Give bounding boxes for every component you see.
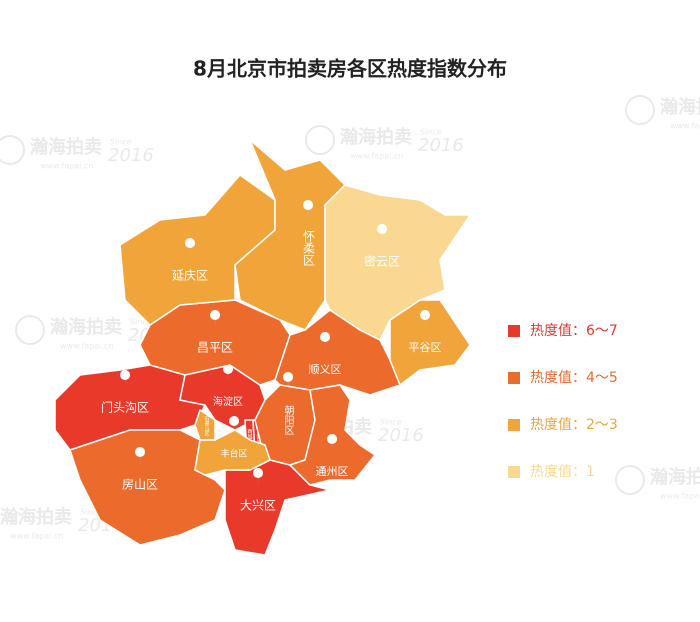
legend: 热度值：6～7 热度值：4～5 热度值：2～3 热度值：1 <box>508 323 618 480</box>
watermark-brand: 瀚海拍卖 <box>650 466 700 488</box>
district-label: 大兴区 <box>240 499 276 513</box>
watermark-logo <box>305 125 335 155</box>
legend-label: 热度值：1 <box>530 464 595 480</box>
watermark-brand: 瀚海拍卖 <box>30 136 102 158</box>
pin <box>420 310 431 329</box>
district-label: 顺义区 <box>309 363 342 376</box>
district <box>194 429 271 476</box>
watermark-since: Since <box>130 318 152 327</box>
district-label: 怀柔区 <box>302 230 316 266</box>
district-label: 通州区 <box>316 465 349 478</box>
district <box>234 139 347 331</box>
pin <box>303 200 314 219</box>
district-label: 门头沟区 <box>101 400 149 415</box>
district-label: 平谷区 <box>409 341 442 354</box>
district-label: 朝阳区 <box>282 405 294 435</box>
title: 8月北京市拍卖房各区热度指数分布 <box>193 57 507 81</box>
district-label: 延庆区 <box>172 269 208 283</box>
district-label: 海淀区 <box>213 395 243 408</box>
legend-swatch <box>508 372 520 384</box>
pin <box>223 364 234 383</box>
district <box>389 299 471 387</box>
district-label: 石景山区 <box>204 416 210 436</box>
legend-swatch <box>508 325 520 337</box>
watermark-brand: 瀚海拍卖 <box>0 506 72 528</box>
pin <box>229 416 240 435</box>
district-label: 昌平区 <box>197 341 233 355</box>
watermark-url: www.fapai.cn <box>670 122 700 131</box>
watermark-url: www.fapai.cn <box>660 492 700 501</box>
pin <box>320 332 331 351</box>
district-label: 密云区 <box>364 254 400 269</box>
watermark-url: www.fapai.cn <box>40 162 93 171</box>
watermark-url: www.fapai.cn <box>10 532 63 541</box>
pin <box>283 372 294 391</box>
watermark-brand: 瀚海拍卖 <box>660 96 700 118</box>
watermark-brand: 瀚海拍卖 <box>340 126 412 148</box>
district <box>69 429 226 546</box>
district-label: 房山区 <box>122 477 158 492</box>
pin <box>253 468 264 487</box>
pin <box>210 310 221 329</box>
watermark-since: Since <box>110 138 132 147</box>
district <box>194 408 216 441</box>
watermark-logo <box>15 315 45 345</box>
pin <box>120 370 131 389</box>
map: 门头沟区海淀区大兴区西城区东城区昌平区顺义区房山区朝阳区通州区延庆区怀柔区平谷区… <box>54 139 472 556</box>
watermark-logo <box>0 135 25 165</box>
watermark-brand: 瀚海拍卖 <box>50 316 122 338</box>
district-label: 丰台区 <box>220 448 247 460</box>
district-label: 西城区 <box>247 429 253 444</box>
pin <box>377 224 388 243</box>
legend-label: 热度值：2～3 <box>530 417 618 433</box>
watermark-year: 2016 <box>108 145 154 166</box>
watermark-since: Since <box>80 508 102 517</box>
watermark-year: 2016 <box>418 135 464 156</box>
pin <box>327 434 338 453</box>
legend-swatch <box>508 419 520 431</box>
watermark-url: www.fapai.cn <box>60 342 113 351</box>
watermark-since: Since <box>420 128 442 137</box>
watermark-logo <box>615 465 645 495</box>
legend-swatch <box>508 466 520 478</box>
legend-label: 热度值：6～7 <box>530 323 618 339</box>
watermark-logo <box>625 95 655 125</box>
legend-label: 热度值：4～5 <box>530 370 618 386</box>
pin <box>185 238 196 257</box>
watermark-since: Since <box>380 418 402 427</box>
district <box>324 184 472 342</box>
pin <box>135 447 146 466</box>
watermark-year: 2016 <box>378 425 424 446</box>
watermark-url: www.fapai.cn <box>350 152 403 161</box>
